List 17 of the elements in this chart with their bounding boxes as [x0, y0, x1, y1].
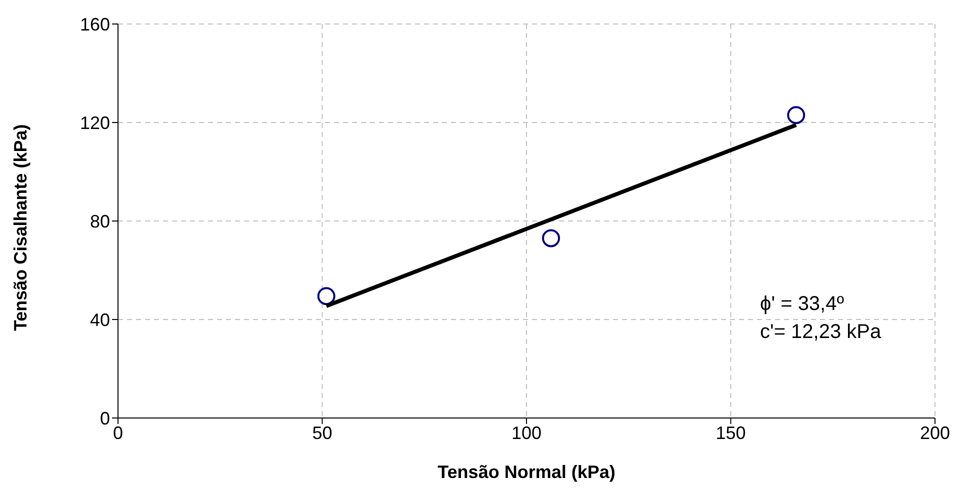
y-tick-label: 0 — [100, 408, 110, 428]
x-tick-label: 50 — [312, 422, 332, 443]
x-tick-label: 200 — [920, 422, 950, 443]
y-tick-label: 160 — [80, 14, 110, 34]
point — [542, 229, 560, 248]
y-tick-label: 80 — [90, 211, 110, 232]
y-tick-label: 40 — [90, 310, 110, 330]
x-axis-title: Tensão Normal (kPa) — [438, 462, 616, 482]
x-tick-label: 100 — [511, 422, 542, 443]
x-tick-label: 150 — [716, 422, 746, 443]
annotation: ϕ' = 33,4º — [760, 292, 846, 317]
point — [317, 287, 336, 306]
x-tick-label: 0 — [112, 422, 124, 443]
y-tick-label: 120 — [80, 112, 110, 133]
point — [787, 106, 806, 124]
y-axis-title: Tensão Cisalhante (kPa) — [10, 124, 30, 331]
annotation: c'= 12,23 kPa — [760, 320, 882, 345]
